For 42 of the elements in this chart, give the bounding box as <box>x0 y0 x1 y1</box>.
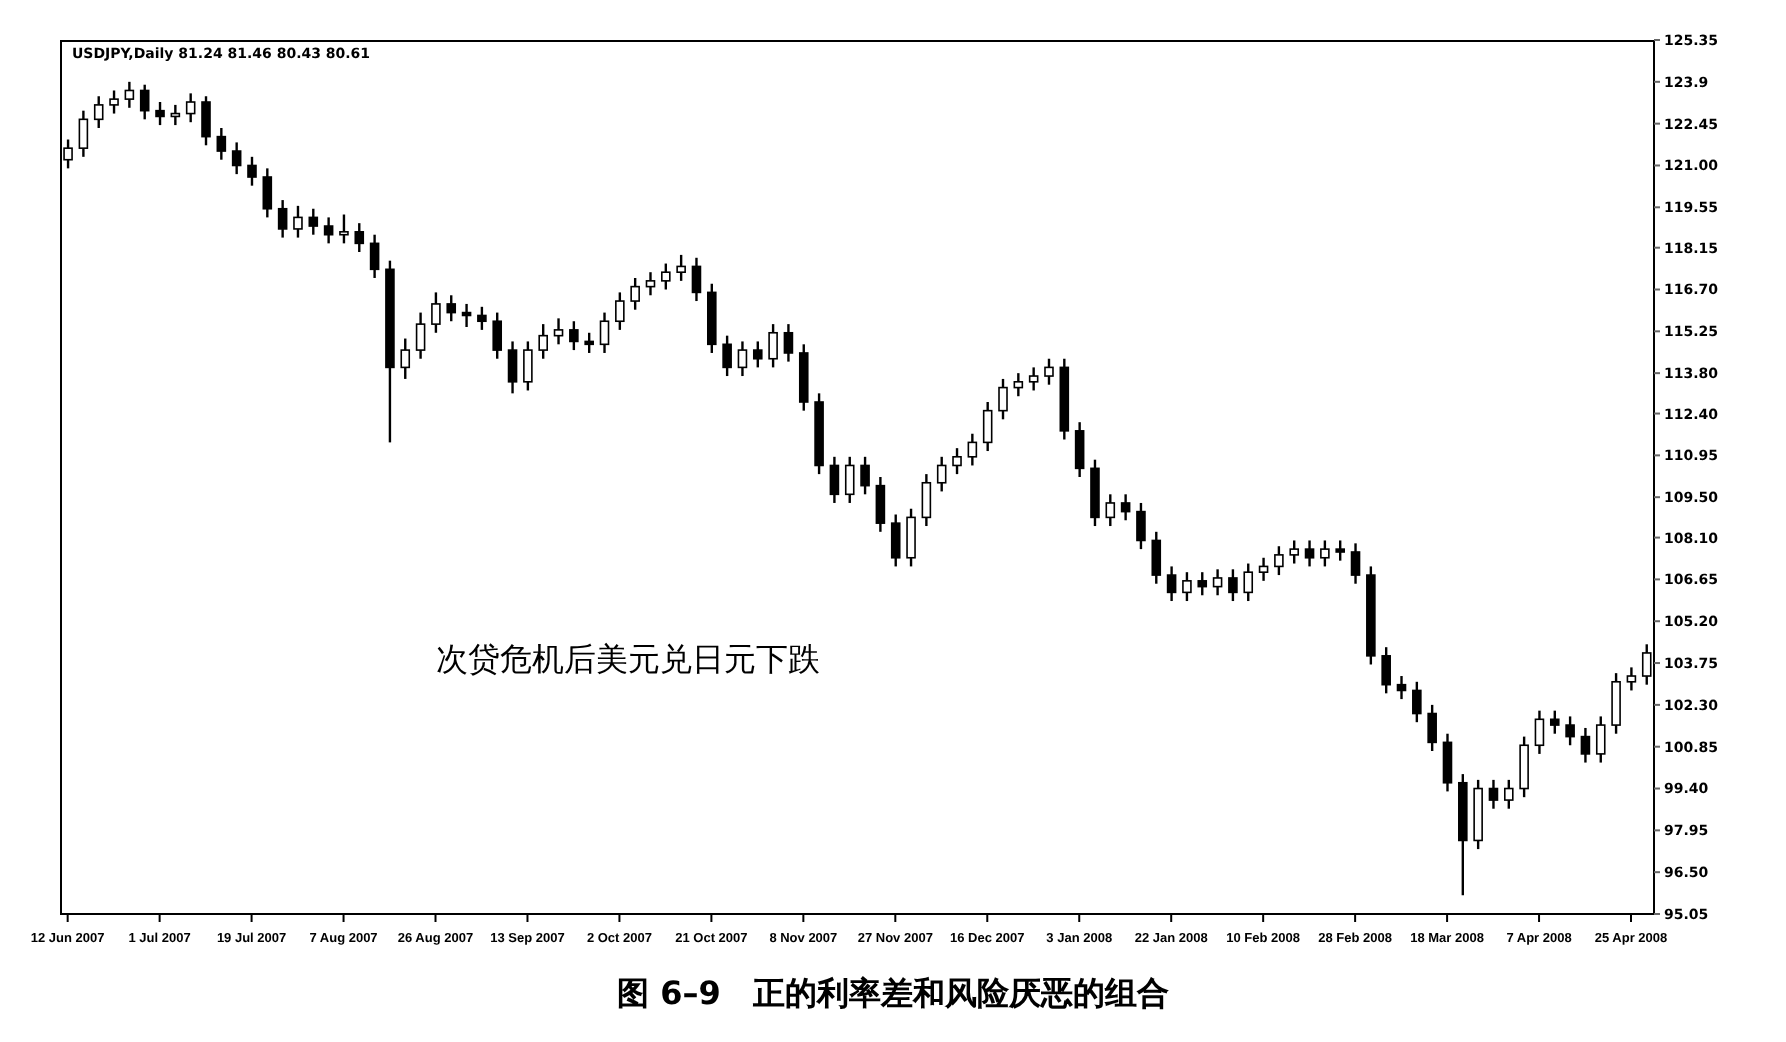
candlestick <box>170 103 181 127</box>
candlestick <box>124 80 135 109</box>
candlestick <box>1396 674 1407 701</box>
candlestick <box>277 198 288 239</box>
candlestick <box>216 126 227 161</box>
candlestick <box>1013 371 1024 398</box>
candlestick <box>507 340 518 395</box>
candlestick <box>982 400 993 453</box>
candlestick <box>737 340 748 378</box>
candlestick <box>415 311 426 360</box>
candlestick <box>323 216 334 245</box>
candlestick <box>553 317 564 346</box>
candlestick <box>1488 778 1499 810</box>
candlestick <box>1074 420 1085 479</box>
candlestick <box>691 256 702 303</box>
candlestick <box>1534 709 1545 756</box>
candlestick <box>1442 732 1453 793</box>
candlestick <box>783 322 794 363</box>
candlestick <box>185 92 196 124</box>
candlestick <box>645 271 656 297</box>
candlestick <box>829 455 840 505</box>
candlestick <box>1166 565 1177 603</box>
candlestick <box>1212 568 1223 597</box>
candlestick <box>1580 726 1591 764</box>
candlestick <box>231 141 242 176</box>
candlestick <box>1304 539 1315 568</box>
candlestick <box>461 302 472 329</box>
candlestick <box>599 311 610 355</box>
candlestick <box>1028 366 1039 392</box>
annotation: 次贷危机后美元兑日元下跌 <box>436 640 820 682</box>
text: 图 6–9 正的利率差和风险厌恶的组合 <box>615 974 1171 1016</box>
candlestick <box>262 167 273 219</box>
candlestick <box>78 109 89 159</box>
candlestick <box>875 475 886 534</box>
candlestick <box>1350 542 1361 585</box>
candlestick <box>967 432 978 467</box>
candlestick <box>1258 556 1269 583</box>
candlestick <box>1626 666 1637 692</box>
candlestick <box>921 472 932 528</box>
candlestick <box>1059 357 1070 441</box>
candlestick <box>369 233 380 280</box>
candlestick <box>1120 493 1131 522</box>
